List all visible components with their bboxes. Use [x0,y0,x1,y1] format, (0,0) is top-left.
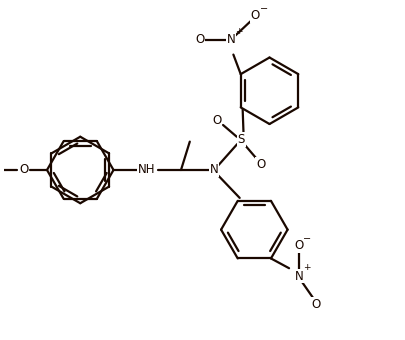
Text: O: O [256,158,265,171]
Text: O: O [294,239,303,252]
Text: −: − [302,234,310,244]
Text: +: + [235,27,242,36]
Text: N: N [226,33,235,46]
Text: −: − [259,4,267,14]
Text: O: O [19,164,28,176]
Text: S: S [237,133,244,146]
Text: N: N [294,270,303,283]
Text: O: O [211,114,221,126]
Text: +: + [303,263,310,272]
Text: NH: NH [138,164,155,176]
Text: O: O [194,33,204,46]
Text: O: O [311,298,320,311]
Text: N: N [209,164,218,176]
Text: O: O [250,9,259,22]
